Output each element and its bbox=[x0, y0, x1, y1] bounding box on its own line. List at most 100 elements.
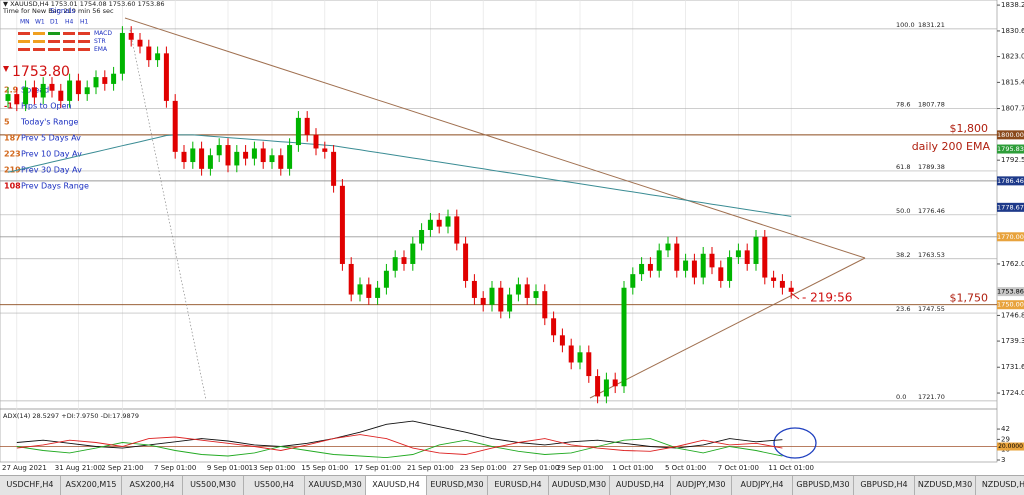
stat-value: 187 bbox=[4, 134, 21, 143]
fib-price: 1807.78 bbox=[918, 100, 945, 108]
x-tick-label: 11 Oct 01:00 bbox=[768, 464, 814, 472]
signal-dash bbox=[33, 40, 45, 43]
candle-body bbox=[146, 46, 152, 61]
stat-label: Prev 10 Day Av bbox=[21, 150, 82, 159]
candle-body bbox=[216, 145, 222, 156]
stat-value: -1 bbox=[4, 102, 13, 111]
price-label-box bbox=[997, 130, 1024, 140]
candle-body bbox=[445, 216, 451, 227]
chart-tab[interactable]: XAUUSD,H4 bbox=[366, 476, 427, 495]
chart-tab[interactable]: AUDJPY,H4 bbox=[732, 476, 793, 495]
candle-body bbox=[331, 151, 337, 186]
x-tick-label: 2 Sep 21:00 bbox=[101, 464, 143, 472]
countdown: - 219:56 bbox=[802, 291, 852, 305]
x-tick-label: 13 Sep 01:00 bbox=[249, 464, 296, 472]
x-tick-label: 7 Oct 01:00 bbox=[718, 464, 759, 472]
signal-dash bbox=[48, 40, 60, 43]
x-tick-label: 7 Sep 01:00 bbox=[154, 464, 196, 472]
signal-dash bbox=[78, 40, 90, 43]
ema-line bbox=[7, 134, 792, 217]
candle-body bbox=[498, 287, 504, 312]
signal-dash bbox=[18, 40, 30, 43]
adx-level-label: 20.0000 bbox=[998, 443, 1023, 450]
candle-body bbox=[243, 151, 249, 159]
x-tick-label: 23 Sep 01:00 bbox=[460, 464, 507, 472]
candle-body bbox=[700, 253, 706, 278]
price-label-box bbox=[997, 144, 1024, 154]
chart-tab[interactable]: AUDJPY,M30 bbox=[671, 476, 732, 495]
chart-tab[interactable]: US500,M30 bbox=[183, 476, 244, 495]
stat-value: 5 bbox=[4, 118, 10, 127]
chart-tab[interactable]: AUDUSD,H4 bbox=[610, 476, 671, 495]
price-label: 1795.83 bbox=[997, 145, 1024, 153]
candle-body bbox=[568, 345, 574, 363]
fib-price: 1763.53 bbox=[918, 251, 945, 259]
fib-level: 23.6 bbox=[896, 305, 910, 313]
candle-body bbox=[366, 284, 372, 298]
chart-tab[interactable]: NZDUSD,M30 bbox=[915, 476, 976, 495]
signal-dash bbox=[78, 32, 90, 35]
candle-body bbox=[709, 253, 715, 268]
x-tick-label: 1 Oct 01:00 bbox=[612, 464, 653, 472]
fib-price: 1831.21 bbox=[918, 21, 945, 29]
candle-body bbox=[234, 151, 240, 166]
signal-dash bbox=[48, 32, 60, 35]
chart-tab[interactable]: USDCHF,H4 bbox=[0, 476, 61, 495]
candle-body bbox=[480, 297, 486, 305]
candle-body bbox=[392, 257, 398, 271]
candle-body bbox=[260, 148, 266, 163]
candle-body bbox=[718, 267, 724, 281]
fib-price: 1789.38 bbox=[918, 163, 945, 171]
candle-body bbox=[102, 77, 108, 84]
fib-price: 1776.46 bbox=[918, 207, 945, 215]
price-label-box bbox=[997, 232, 1024, 242]
chart: ▼ XAUUSD,H4 1753.01 1754.08 1753.60 1753… bbox=[0, 0, 1024, 472]
candle-body bbox=[67, 80, 73, 101]
candle-body bbox=[348, 263, 354, 295]
highlight-circle bbox=[773, 427, 817, 459]
stat-value: 2.9 bbox=[4, 86, 19, 95]
adx-line bbox=[16, 434, 783, 455]
chart-tab[interactable]: EURUSD,H4 bbox=[488, 476, 549, 495]
chart-tab[interactable]: US500,H4 bbox=[244, 476, 305, 495]
x-tick-label: 31 Aug 21:00 bbox=[55, 464, 102, 472]
y-tick-label: 29 bbox=[1001, 435, 1010, 443]
chart-tab[interactable]: EURUSD,M30 bbox=[427, 476, 488, 495]
candle-body bbox=[128, 32, 134, 40]
y-tick-label: 3 bbox=[1001, 456, 1005, 464]
chart-info: ▼ XAUUSD,H4 1753.01 1754.08 1753.60 1753… bbox=[3, 0, 164, 8]
chart-tab[interactable]: GBPUSD,H4 bbox=[854, 476, 915, 495]
trend-line bbox=[589, 257, 866, 399]
candle-body bbox=[295, 117, 301, 146]
chart-tab[interactable]: ASX200,H4 bbox=[122, 476, 183, 495]
trend-line bbox=[124, 17, 866, 259]
y-tick-label: 1731.60 bbox=[1001, 363, 1024, 371]
candle-body bbox=[339, 185, 345, 264]
tab-bar: USDCHF,H4 ASX200,M15 ASX200,H4 US500,M30 US5… bbox=[0, 475, 1024, 495]
candle-body bbox=[586, 352, 592, 377]
candle-body bbox=[454, 216, 460, 244]
fib-price: 1747.55 bbox=[918, 305, 945, 313]
signal-indicator: EMA bbox=[94, 46, 108, 53]
candle-body bbox=[551, 318, 557, 336]
x-tick-label: 15 Sep 01:00 bbox=[301, 464, 348, 472]
signal-dash bbox=[33, 48, 45, 51]
chart-tab[interactable]: NZDUSD,H4 bbox=[976, 476, 1024, 495]
candle-body bbox=[762, 236, 768, 278]
y-tick-label: 1807.75 bbox=[1001, 105, 1024, 113]
candle-body bbox=[463, 243, 469, 281]
price-label-box bbox=[997, 300, 1024, 310]
candle-body bbox=[49, 83, 55, 91]
chart-tab[interactable]: ASX200,M15 bbox=[61, 476, 122, 495]
candle-body bbox=[163, 53, 169, 101]
candle-body bbox=[23, 87, 29, 105]
background-layer bbox=[0, 0, 997, 462]
y-tick-label: 1830.60 bbox=[1001, 27, 1024, 35]
chart-tab[interactable]: GBPUSD,M30 bbox=[793, 476, 854, 495]
chart-tab[interactable]: XAUUSD,M30 bbox=[305, 476, 366, 495]
candle-body bbox=[735, 250, 741, 258]
signal-timeframe: H1 bbox=[80, 19, 89, 26]
candle-body bbox=[665, 243, 671, 251]
fib-level: 0.0 bbox=[896, 393, 906, 401]
chart-tab[interactable]: AUDUSD,M30 bbox=[549, 476, 610, 495]
